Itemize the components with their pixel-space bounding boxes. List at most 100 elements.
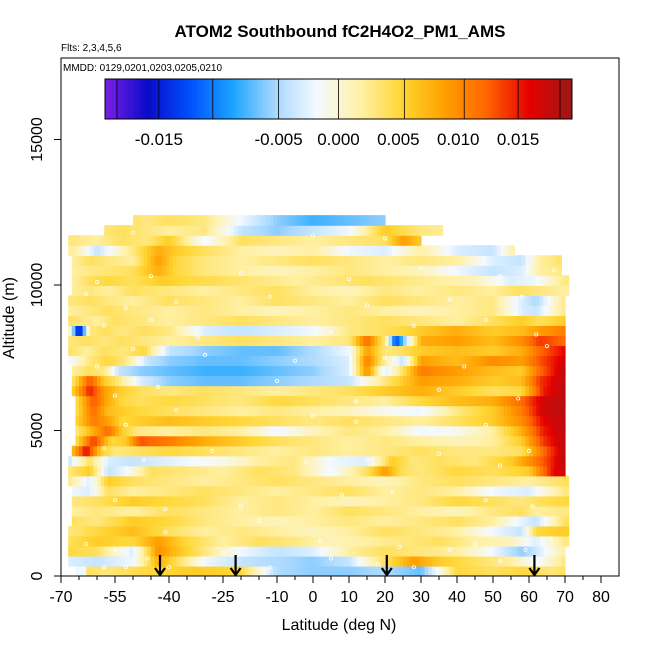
heatmap-cell	[118, 395, 123, 407]
heatmap-cell	[280, 535, 285, 547]
heatmap-cell	[259, 525, 264, 537]
heatmap-cell	[316, 425, 321, 437]
heatmap-cell	[424, 555, 429, 567]
heatmap-cell	[244, 245, 249, 256]
heatmap-cell	[320, 395, 325, 407]
heatmap-cell	[331, 445, 336, 457]
heatmap-cell	[359, 495, 364, 507]
sample-point	[123, 306, 128, 311]
heatmap-cell	[478, 335, 483, 347]
heatmap-cell	[341, 525, 346, 537]
heatmap-cell	[277, 295, 282, 306]
heatmap-cell	[345, 365, 350, 377]
heatmap-cell	[341, 245, 346, 256]
heatmap-cell	[241, 215, 246, 226]
heatmap-cell	[471, 545, 476, 557]
heatmap-cell	[255, 215, 260, 226]
heatmap-cell	[273, 435, 278, 447]
heatmap-cell	[374, 285, 379, 296]
heatmap-cell	[269, 395, 274, 407]
heatmap-cell	[161, 335, 166, 347]
colorbar-swatch	[261, 79, 266, 119]
heatmap-cell	[255, 485, 260, 497]
heatmap-cell	[233, 515, 238, 527]
heatmap-cell	[176, 265, 181, 276]
heatmap-cell	[179, 555, 184, 567]
heatmap-cell	[331, 485, 336, 497]
heatmap-cell	[485, 385, 490, 397]
heatmap-cell	[547, 295, 552, 306]
heatmap-cell	[349, 325, 354, 337]
heatmap-cell	[100, 315, 105, 326]
heatmap-cell	[176, 295, 181, 306]
heatmap-cell	[539, 545, 544, 557]
heatmap-cell	[251, 485, 256, 497]
heatmap-cell	[295, 225, 300, 236]
colorbar-swatch	[225, 79, 229, 119]
heatmap-cell	[295, 305, 300, 316]
heatmap-cell	[359, 335, 364, 347]
heatmap-cell	[122, 345, 127, 357]
heatmap-cell	[352, 525, 357, 537]
heatmap-cell	[219, 435, 224, 447]
heatmap-cell	[557, 475, 562, 487]
heatmap-cell	[467, 475, 472, 487]
heatmap-cell	[403, 395, 408, 407]
heatmap-cell	[251, 225, 256, 236]
heatmap-cell	[464, 365, 469, 377]
heatmap-cell	[244, 375, 249, 387]
heatmap-cell	[457, 465, 462, 477]
heatmap-cell	[122, 395, 127, 407]
sample-point	[545, 344, 550, 349]
heatmap-cell	[295, 555, 300, 567]
heatmap-cell	[223, 235, 228, 246]
heatmap-cell	[82, 405, 87, 417]
colorbar-swatch	[271, 79, 276, 119]
heatmap-cell	[118, 545, 123, 557]
heatmap-cell	[345, 545, 350, 557]
heatmap-cell	[511, 535, 516, 547]
heatmap-cell	[435, 485, 440, 497]
heatmap-cell	[356, 215, 361, 226]
heatmap-cell	[338, 485, 343, 497]
heatmap-cell	[287, 235, 292, 246]
sample-point	[397, 544, 402, 549]
heatmap-cell	[316, 495, 321, 507]
heatmap-cell	[273, 325, 278, 337]
heatmap-cell	[525, 305, 530, 316]
heatmap-cell	[305, 555, 310, 567]
heatmap-cell	[320, 265, 325, 276]
heatmap-cell	[403, 285, 408, 296]
colorbar-swatch	[348, 79, 353, 119]
heatmap-cell	[215, 565, 220, 576]
heatmap-cell	[140, 455, 145, 467]
heatmap-cell	[154, 445, 159, 457]
heatmap-cell	[179, 305, 184, 316]
heatmap-cell	[565, 475, 570, 487]
heatmap-cell	[237, 525, 242, 537]
heatmap-cell	[176, 405, 181, 417]
heatmap-cell	[262, 375, 267, 387]
colorbar-swatch	[128, 79, 133, 119]
heatmap-cell	[323, 455, 328, 467]
heatmap-cell	[334, 335, 339, 347]
heatmap-cell	[255, 465, 260, 477]
heatmap-cell	[327, 395, 332, 407]
heatmap-cell	[118, 325, 123, 337]
heatmap-cell	[104, 255, 109, 266]
heatmap-cell	[478, 565, 483, 576]
heatmap-cell	[295, 485, 300, 497]
heatmap-cell	[89, 415, 94, 427]
heatmap-cell	[557, 345, 562, 357]
heatmap-cell	[107, 405, 112, 417]
heatmap-cell	[536, 445, 541, 457]
colorbar-swatch	[351, 79, 356, 119]
heatmap-cell	[122, 405, 127, 417]
heatmap-cell	[514, 495, 519, 507]
heatmap-cell	[374, 525, 379, 537]
heatmap-cell	[143, 285, 148, 296]
heatmap-cell	[507, 565, 512, 576]
heatmap-cell	[302, 445, 307, 457]
heatmap-cell	[507, 275, 512, 286]
heatmap-cell	[331, 435, 336, 447]
